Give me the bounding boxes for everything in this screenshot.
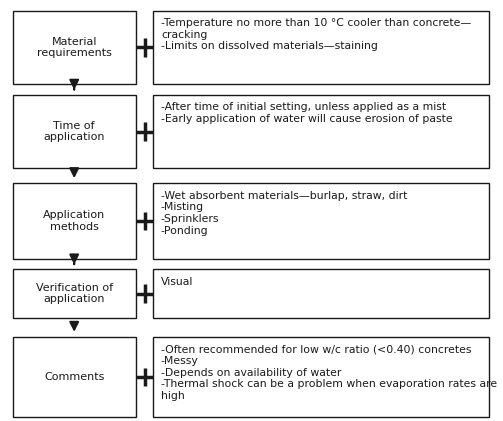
Text: -Often recommended for low w/c ratio (<0.40) concretes
-Messy
-Depends on availa: -Often recommended for low w/c ratio (<0…: [161, 344, 497, 401]
Text: Time of
application: Time of application: [43, 121, 105, 142]
Text: -Temperature no more than 10 °C cooler than concrete—
cracking
-Limits on dissol: -Temperature no more than 10 °C cooler t…: [161, 18, 471, 51]
Text: -After time of initial setting, unless applied as a mist
-Early application of w: -After time of initial setting, unless a…: [161, 102, 453, 124]
Bar: [153, 11, 489, 84]
Text: Verification of
application: Verification of application: [36, 283, 113, 304]
Text: Material
requirements: Material requirements: [37, 37, 112, 58]
Text: Visual: Visual: [161, 277, 193, 287]
Text: -Wet absorbent materials—burlap, straw, dirt
-Misting
-Sprinklers
-Ponding: -Wet absorbent materials—burlap, straw, …: [161, 191, 407, 235]
Bar: [153, 95, 489, 168]
Bar: [13, 337, 136, 417]
Bar: [13, 11, 136, 84]
Text: Application
methods: Application methods: [43, 210, 105, 232]
Text: Comments: Comments: [44, 372, 105, 382]
Bar: [153, 337, 489, 417]
Bar: [153, 183, 489, 259]
Bar: [13, 269, 136, 318]
Bar: [153, 269, 489, 318]
Bar: [13, 95, 136, 168]
Bar: [13, 183, 136, 259]
